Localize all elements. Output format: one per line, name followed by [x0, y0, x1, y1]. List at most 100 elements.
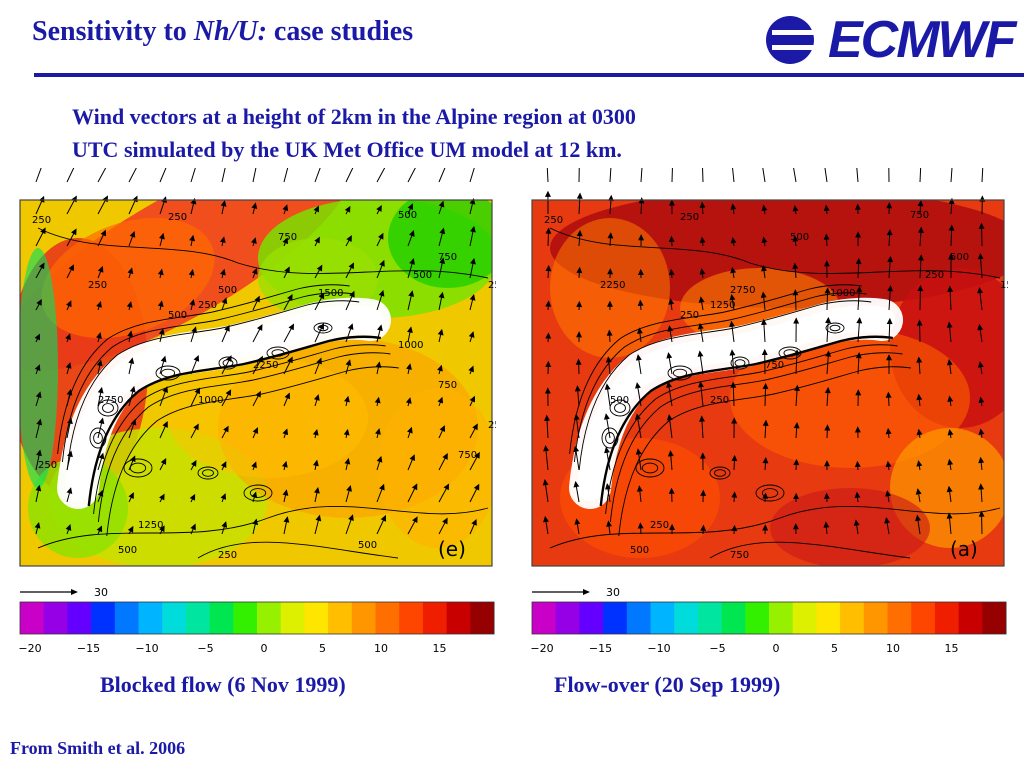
- contour-label: 1000: [398, 340, 423, 351]
- contour-label: 250: [650, 520, 669, 531]
- contour-label: 1000: [198, 395, 223, 406]
- colorbar-cell: [280, 602, 305, 634]
- contour-label: 250: [544, 215, 563, 226]
- contour-label: 2250: [600, 280, 625, 291]
- wind-speed-region: [168, 358, 368, 478]
- contour-label: 250: [488, 420, 496, 431]
- colorbar-cell: [91, 602, 116, 634]
- colorbar-tick-label: 5: [319, 642, 326, 655]
- colorbar-cell: [67, 602, 92, 634]
- title-italic: Nh/U:: [193, 16, 267, 47]
- contour-label: 750: [438, 380, 457, 391]
- source-citation: From Smith et al. 2006: [10, 738, 186, 758]
- contour-label: 250: [680, 310, 699, 321]
- colorbar-cell: [20, 602, 45, 634]
- colorbar-cell: [982, 602, 1007, 634]
- contour-label: 250: [88, 280, 107, 291]
- contour-label: 2250: [253, 360, 278, 371]
- colorbar-cell: [840, 602, 865, 634]
- colorbar-tick-label: −5: [197, 642, 213, 655]
- title-divider: [34, 73, 1024, 77]
- colorbar-cell: [470, 602, 495, 634]
- topography-contours: [37, 227, 489, 559]
- colorbar-cell: [697, 602, 723, 634]
- colorbar-tick-label: −5: [709, 642, 725, 655]
- map-frame: [531, 199, 1005, 567]
- colorbar-cell: [114, 602, 139, 634]
- wind-speed-region: [770, 488, 930, 566]
- colorbar-cell: [863, 602, 888, 634]
- colorbar-tick-label: −10: [647, 642, 670, 655]
- colorbar-cell: [603, 602, 628, 634]
- contour-label: 500: [950, 252, 969, 263]
- colorbar-cell: [328, 602, 353, 634]
- colorbar-cell: [233, 602, 258, 634]
- wind-map-flow-over: 250 250 500 750 500 250 1500 250 2250 1000 2750 125…: [530, 168, 1008, 568]
- contour-label: 250: [925, 270, 944, 281]
- colorbar-svg: 30 −20 −15 −10 −5 0 5 10 15: [530, 586, 1007, 655]
- contour-label: 500: [630, 545, 649, 556]
- wind-speed-region: [378, 388, 492, 548]
- colorbar-tick-label: 0: [773, 642, 780, 655]
- map-svg: 250 250 500 750 500 250 1500 250 2250 1000 2750 125…: [531, 168, 1008, 567]
- wind-speed-region: [41, 217, 215, 339]
- colorbar-svg: 30 −20 −15 −10 −5 0 5 10 15: [18, 586, 495, 655]
- map-svg: 2502507505007505002505002501500500250225…: [19, 168, 496, 567]
- wind-vectors: [542, 168, 986, 535]
- contour-label: 250: [218, 550, 237, 561]
- contour-label: 250: [198, 300, 217, 311]
- colorbar-cell: [626, 602, 651, 634]
- colorbar-flow-over: 30 −20 −15 −10 −5 0 5 10 15: [530, 580, 1008, 660]
- caption-blocked-flow: Blocked flow (6 Nov 1999): [100, 672, 346, 697]
- topography-contours: [549, 227, 1001, 559]
- contour-label: 750: [438, 252, 457, 263]
- contour-label: 250: [32, 215, 51, 226]
- colorbar-cell: [422, 602, 448, 634]
- contour-label: 500: [398, 210, 417, 221]
- contour-labels: 2502507505007505002505002501500500250225…: [32, 210, 496, 561]
- contour-label: 1500: [318, 288, 343, 299]
- colorbar-cell: [958, 602, 983, 634]
- colorbar-cell: [304, 602, 329, 634]
- colorbar-cell: [650, 602, 675, 634]
- colorbar-blocked-flow: 30 −20 −15 −10 −5 0 5 10 15: [18, 580, 496, 660]
- contour-label: 1250: [138, 520, 163, 531]
- colorbar-cell: [769, 602, 794, 634]
- contour-label: 2750: [730, 285, 755, 296]
- colorbar-cell: [579, 602, 604, 634]
- colorbar-cell: [257, 602, 282, 634]
- colorbar-tick-label: −10: [135, 642, 158, 655]
- contour-label: 750: [278, 232, 297, 243]
- colorbar-cell: [43, 602, 68, 634]
- colorbar-cell: [934, 602, 960, 634]
- reference-vector-label: 30: [94, 586, 108, 599]
- colorbar-cell: [209, 602, 234, 634]
- colorbar-tick-label: 10: [886, 642, 900, 655]
- contour-label: 500: [413, 270, 432, 281]
- colorbar-cell: [816, 602, 841, 634]
- colorbar-tick-label: 10: [374, 642, 388, 655]
- colorbar-cell: [792, 602, 817, 634]
- panel-label: (a): [950, 537, 978, 561]
- colorbar-cell: [887, 602, 912, 634]
- colorbar-tick-label: 15: [433, 642, 447, 655]
- title-suffix: case studies: [266, 16, 414, 47]
- slide-subtitle: Wind vectors at a height of 2km in the A…: [72, 100, 832, 166]
- contour-label: 1250: [710, 300, 735, 311]
- colorbar-tick-label: −15: [77, 642, 100, 655]
- contour-label: 250: [680, 212, 699, 223]
- wind-vectors: [34, 168, 480, 535]
- colorbar-cell: [138, 602, 163, 634]
- contour-label: 250: [710, 395, 729, 406]
- reference-vector: [532, 589, 590, 595]
- colorbar-cell: [911, 602, 936, 634]
- wind-map-blocked-flow: 2502507505007505002505002501500500250225…: [18, 168, 496, 568]
- colorbar-tick-label: −15: [589, 642, 612, 655]
- contour-label: 500: [790, 232, 809, 243]
- colorbar-cell: [555, 602, 580, 634]
- colorbar-cell: [532, 602, 557, 634]
- contour-label: 250: [38, 460, 57, 471]
- colorbar-cell: [375, 602, 400, 634]
- wind-speed-region: [730, 328, 970, 468]
- colorbar-tick-label: 5: [831, 642, 838, 655]
